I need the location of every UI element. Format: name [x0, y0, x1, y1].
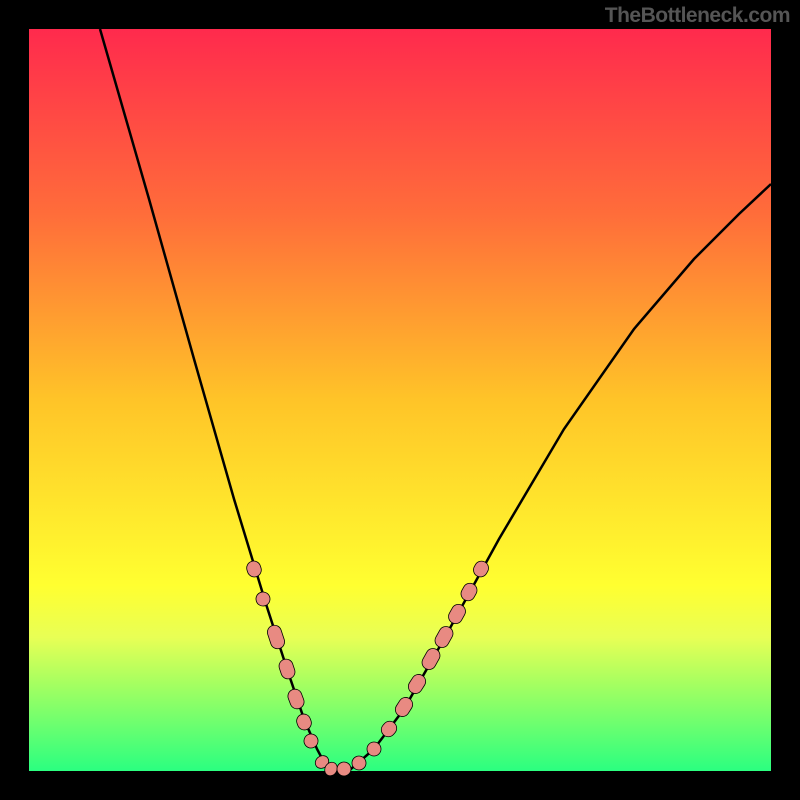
marker-segment [406, 672, 429, 696]
chart-canvas: TheBottleneck.com [0, 0, 800, 800]
marker-segment [471, 559, 491, 580]
watermark-text: TheBottleneck.com [605, 4, 790, 28]
marker-segment [446, 602, 468, 626]
marker-segment [458, 581, 479, 604]
marker-segment [378, 718, 399, 739]
plot-area [29, 29, 771, 771]
marker-segment [334, 759, 353, 778]
marker-segment [245, 559, 263, 578]
marker-segment [277, 657, 297, 680]
marker-segment [266, 623, 287, 650]
right-curve [337, 184, 771, 771]
marker-segment [286, 687, 306, 711]
left-curve [100, 29, 337, 771]
marker-segment [393, 695, 416, 719]
curve-layer [29, 29, 771, 771]
marker-segment [254, 590, 272, 608]
marker-segment [295, 712, 314, 732]
markers-group [245, 559, 491, 779]
marker-segment [433, 624, 456, 650]
